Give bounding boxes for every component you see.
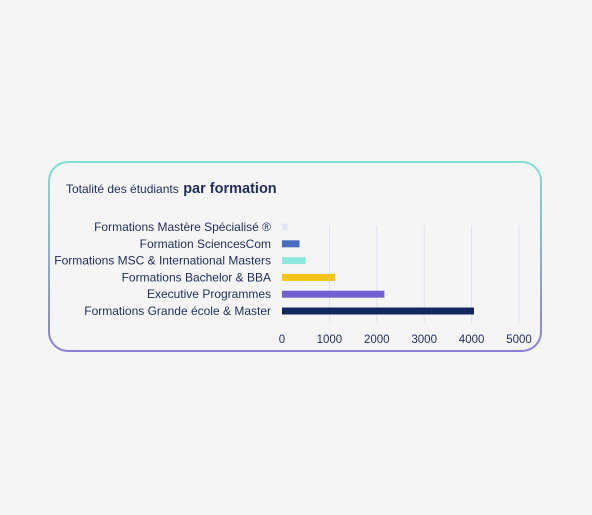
x-tick-label: 1000 (317, 334, 343, 346)
x-tick-label: 4000 (459, 334, 485, 346)
bar (282, 290, 385, 298)
chart-title-light: Totalité des étudiants (66, 182, 179, 196)
chart-title: Totalité des étudiants par formation (66, 180, 277, 198)
x-tick-label: 3000 (411, 334, 437, 346)
bar (282, 307, 474, 315)
x-tick-label: 0 (279, 334, 285, 346)
bar (282, 240, 300, 248)
bar-chart: 0 1000 2000 3000 4000 5000 Formations Mastère … (54, 220, 532, 346)
bar (282, 273, 336, 281)
chart-card: Totalité des étudiants par formation 0 10… (48, 161, 542, 352)
category-label: Formations MSC & International Masters (54, 254, 271, 268)
x-tick-label: 2000 (364, 334, 390, 346)
x-tick-label: 5000 (506, 334, 532, 346)
category-label: Formations Grande école & Master (84, 304, 271, 318)
category-label: Executive Programmes (147, 287, 271, 301)
category-label: Formations Mastère Spécialisé ® (94, 220, 271, 234)
bar (282, 223, 288, 231)
bar (282, 257, 306, 265)
chart-title-bold: par formation (183, 181, 277, 197)
category-label: Formations Bachelor & BBA (122, 270, 271, 284)
category-label: Formation SciencesCom (140, 237, 271, 251)
